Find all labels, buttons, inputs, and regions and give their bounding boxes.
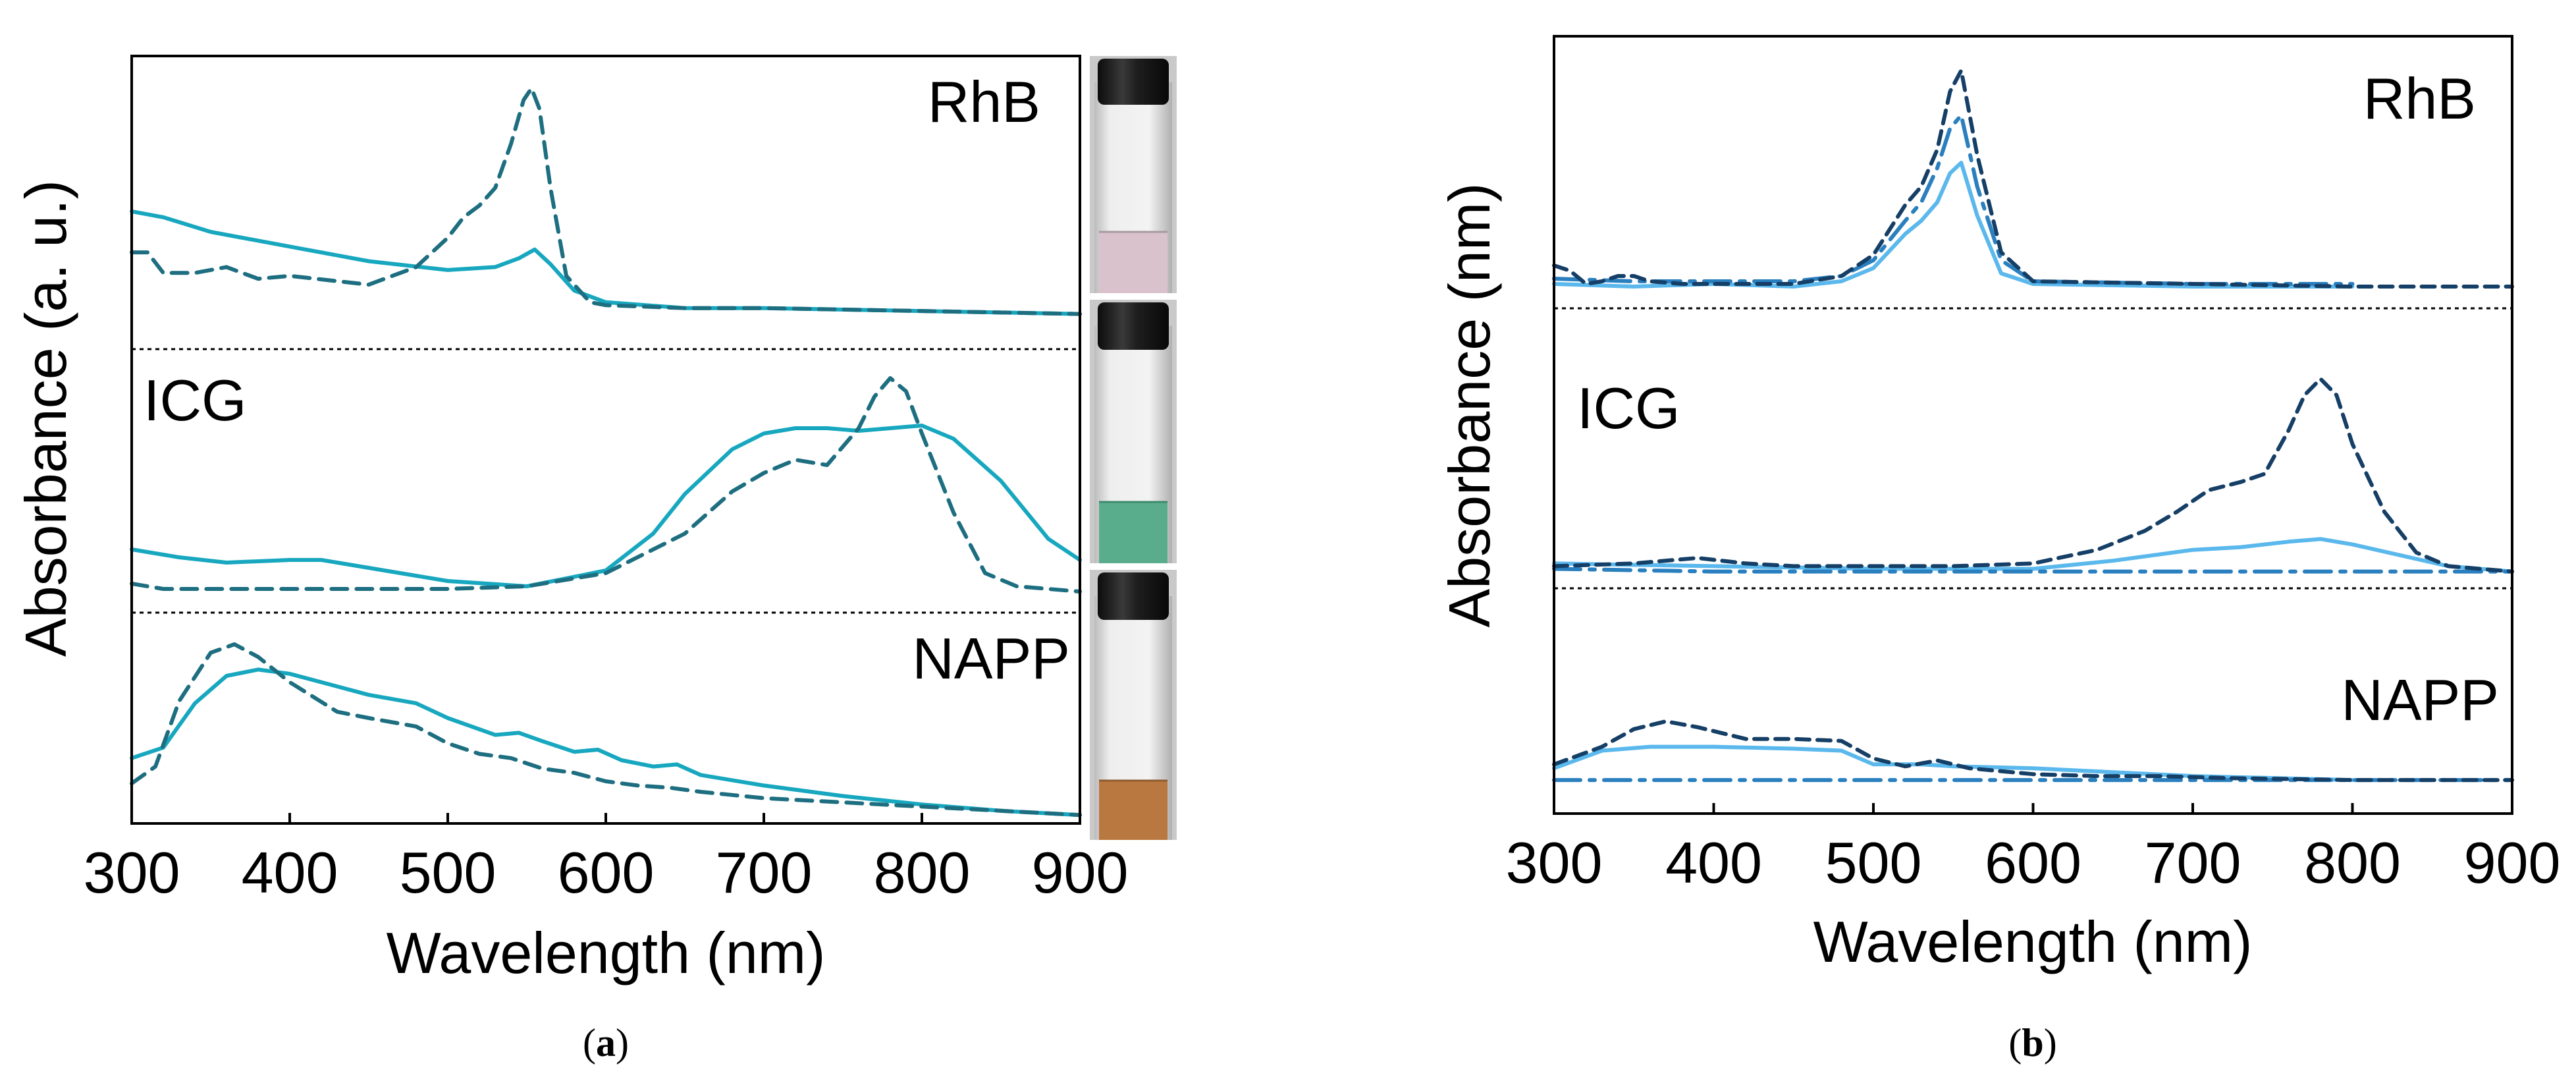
panel-b-y-axis-label: Absorbance (nm) [1437,183,1502,628]
panel-a-series-rhb-dashed [130,86,1082,316]
panel-a-y-axis-label: Absorbance (a. u.) [13,180,78,657]
panel-b-series-icg-dash-dot [1552,567,2514,574]
panel-a-band-label-icg: ICG [144,368,246,433]
panel-b-series-icg-solid [1552,537,2514,574]
panel-a-series-icg-solid [130,424,1082,588]
panel-b-x-tick-label: 300 [1506,830,1603,895]
panel-a-plot-frame [130,55,1081,825]
panel-a-caption-letter: a [596,1021,616,1065]
panel-a-series-napp-dashed [130,642,1082,818]
panel-a-caption: (a) [583,1021,629,1065]
panel-b-series-napp-dashed [1552,719,2514,783]
panel-b-series-rhb-dash-dot [1552,113,2355,286]
panel-b-x-tick-label: 800 [2304,830,2401,895]
panel-b-series-napp-solid [1552,744,2355,783]
panel-b-x-axis-label: Wavelength (nm) [1813,909,2253,974]
panel-b-caption-letter: b [2022,1021,2043,1065]
panel-a-x-axis-label: Wavelength (nm) [387,920,826,986]
panel-a-x-ticks: 300 400 500 600 700 800 900 [84,813,1129,905]
panel-b-series-icg-dashed [1552,377,2514,574]
panel-a-series-icg-dashed [130,376,1082,594]
panel-b-x-tick-label: 500 [1825,830,1922,895]
vial-photo-rhb [1090,56,1177,293]
panel-b: 300 400 500 600 700 800 900 RhB ICG NAPP Absor… [1437,35,2561,1065]
panel-b-x-tick-label: 400 [1665,830,1762,895]
panel-b-series-rhb-dashed [1552,69,2514,289]
vial-photo-napp [1090,570,1177,840]
panel-a-band-label-napp: NAPP [912,626,1070,691]
panel-a-vial-photos [1090,56,1177,840]
panel-a: 300 400 500 600 700 800 900 RhB ICG NAPP Absor… [13,55,1177,1065]
panel-a-series-rhb-solid [130,209,1082,316]
panel-b-x-tick-label: 600 [1985,830,2081,895]
panel-a-curves [130,86,1082,818]
panel-b-band-label-rhb: RhB [2363,66,2476,131]
panel-a-band-labels: RhB ICG NAPP [144,69,1070,691]
panel-b-curves [1552,69,2514,783]
panel-b-band-label-icg: ICG [1577,375,1680,441]
panel-b-caption: (b) [2008,1021,2056,1065]
panel-a-series-napp-solid [130,667,1082,818]
panel-a-x-tick-label: 500 [400,840,496,905]
panel-b-series-rhb-solid [1552,161,2355,289]
panel-a-x-tick-label: 400 [242,840,338,905]
panel-b-x-ticks: 300 400 500 600 700 800 900 [1506,803,2561,895]
panel-b-band-labels: RhB ICG NAPP [1577,66,2499,733]
vial-photo-icg [1090,300,1177,563]
panel-b-x-tick-label: 700 [2145,830,2241,895]
panel-a-x-tick-label: 600 [558,840,655,905]
panel-a-band-label-rhb: RhB [928,69,1040,134]
panel-a-x-tick-label: 900 [1032,840,1129,905]
panel-a-x-tick-label: 700 [716,840,813,905]
panel-a-x-tick-label: 300 [84,840,180,905]
panel-b-band-label-napp: NAPP [2341,667,2499,733]
panel-b-x-tick-label: 900 [2464,830,2561,895]
panel-a-x-tick-label: 800 [874,840,971,905]
